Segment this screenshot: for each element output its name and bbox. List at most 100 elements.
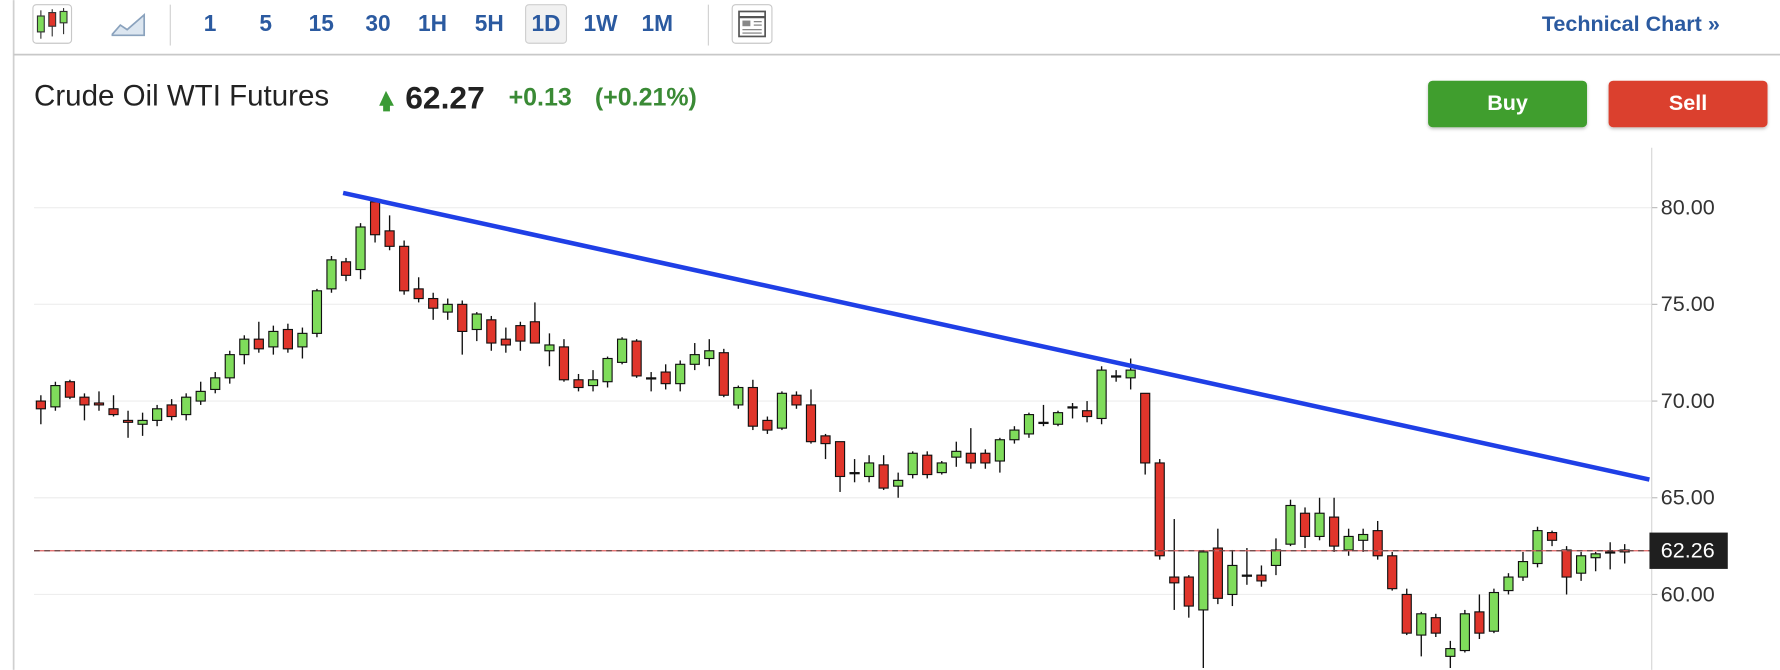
candle-body — [1154, 462, 1165, 557]
candle-body — [1067, 406, 1078, 409]
candle-body — [1387, 555, 1398, 590]
candle-body — [108, 408, 119, 416]
candle-body — [500, 338, 511, 346]
interval-button[interactable]: 15 — [309, 10, 334, 36]
y-tick-label: 70.00 — [1661, 388, 1715, 413]
layout-icon[interactable] — [731, 4, 773, 44]
candle-body — [93, 402, 105, 406]
candle-body — [1183, 576, 1194, 607]
technical-chart-link[interactable]: Technical Chart » — [1542, 11, 1720, 36]
candle-body — [268, 330, 279, 348]
candle-body — [253, 338, 264, 350]
candle-body — [181, 396, 192, 416]
last-price-label: 62.26 — [1661, 538, 1715, 563]
candle-body — [1576, 555, 1587, 574]
y-tick-label: 80.00 — [1661, 194, 1715, 219]
candle-body — [1343, 535, 1354, 551]
candle-body — [718, 352, 729, 396]
candle-body — [50, 385, 61, 408]
change-percent: (+0.21%) — [595, 83, 697, 111]
buy-label[interactable]: Buy — [1487, 90, 1528, 115]
candle-body — [471, 313, 482, 331]
candle-body — [1111, 375, 1122, 378]
candle-body — [1590, 553, 1601, 559]
area-icon[interactable] — [111, 13, 146, 37]
candle-body — [1372, 530, 1383, 557]
candle-body — [1096, 369, 1107, 420]
sell-button[interactable]: Sell — [1608, 80, 1768, 128]
candle-body — [544, 344, 555, 352]
candle-body — [747, 386, 758, 427]
candle-body — [776, 392, 788, 429]
candle-body — [428, 297, 439, 309]
candle-body — [1023, 414, 1035, 435]
candle-body — [689, 354, 700, 365]
candle-body — [1256, 574, 1267, 582]
last-price-box — [1649, 532, 1728, 569]
candle-body — [1038, 421, 1049, 425]
interval-button[interactable]: 1M — [642, 10, 674, 36]
candle-body — [805, 404, 817, 443]
interval-button[interactable]: 1 — [204, 10, 217, 36]
candle-body — [951, 450, 962, 458]
candle-body — [965, 452, 976, 464]
interval-button[interactable]: 30 — [365, 10, 390, 36]
candle-body — [515, 325, 526, 342]
interval-button[interactable]: 5H — [475, 10, 504, 36]
candle-body — [762, 419, 773, 431]
candle-body — [820, 435, 831, 445]
candle-body — [878, 464, 889, 489]
interval-selected — [525, 4, 568, 44]
candle-body — [907, 452, 918, 476]
up-arrow — [379, 90, 394, 112]
candle-body — [195, 390, 206, 402]
candle-body — [646, 377, 657, 380]
candle-body — [1169, 576, 1180, 584]
change: +0.13 — [509, 83, 572, 111]
interval-button[interactable]: 1H — [418, 10, 447, 36]
candle-body — [79, 396, 90, 406]
candle-body — [282, 328, 293, 350]
candle-body — [675, 363, 686, 385]
candle-body — [1517, 561, 1529, 578]
candle-body — [529, 321, 541, 344]
candle-body — [631, 340, 642, 377]
candle-body — [1546, 531, 1558, 541]
candle-body — [224, 354, 235, 379]
candle-body — [239, 338, 250, 356]
candle-body — [733, 386, 744, 406]
candle-body — [35, 400, 46, 410]
candle-body — [340, 261, 352, 276]
candle-body — [587, 379, 599, 387]
candle-body — [152, 408, 163, 421]
candle-body — [399, 245, 410, 292]
candle-body — [1009, 429, 1020, 441]
candle-body — [1430, 617, 1441, 634]
interval-button[interactable]: 5 — [259, 10, 272, 36]
candle-body — [704, 350, 715, 360]
candle-body — [1358, 533, 1369, 541]
candle-body — [1314, 512, 1325, 538]
candle-body — [1532, 530, 1543, 565]
buy-button[interactable]: Buy — [1428, 80, 1588, 128]
candle-body — [660, 371, 671, 385]
candle-body — [297, 332, 308, 348]
candle-body — [355, 226, 366, 271]
candle-body — [1052, 412, 1064, 425]
interval-button[interactable]: 1W — [584, 10, 619, 36]
y-tick-label: 75.00 — [1661, 291, 1715, 316]
candle-body — [1125, 369, 1136, 379]
candle-body — [922, 454, 933, 476]
sell-label[interactable]: Sell — [1669, 90, 1707, 115]
candle-body — [1459, 613, 1470, 652]
candle-body — [1474, 611, 1485, 634]
candle-body — [1503, 576, 1514, 592]
candle-body — [210, 377, 221, 391]
candle-icon[interactable] — [32, 4, 73, 44]
candle-body — [1328, 516, 1340, 547]
candle-body — [1227, 564, 1238, 596]
candle-body — [384, 230, 395, 247]
interval-button[interactable]: 1D — [532, 10, 561, 36]
